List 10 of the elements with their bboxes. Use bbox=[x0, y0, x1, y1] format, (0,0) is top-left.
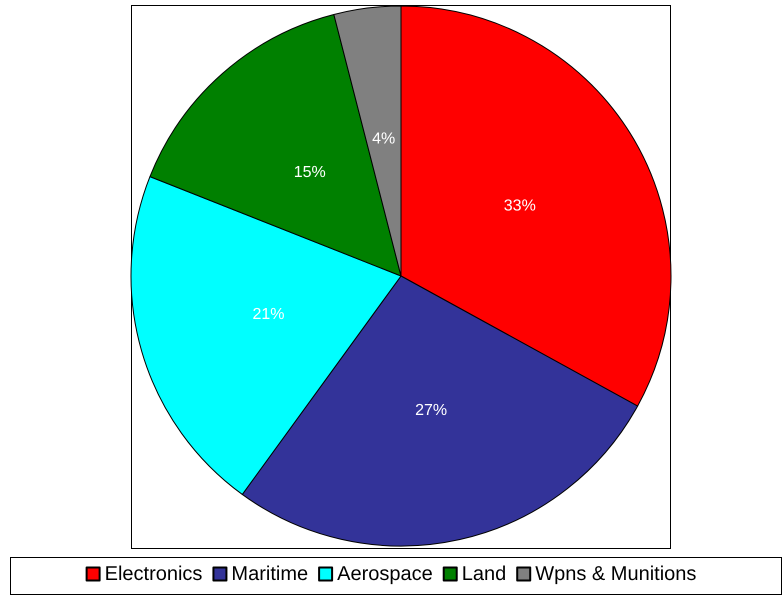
legend-label: Maritime bbox=[231, 563, 308, 585]
legend-label: Electronics bbox=[104, 563, 202, 585]
legend-label: Land bbox=[462, 563, 506, 585]
data-label: 4% bbox=[372, 130, 396, 148]
data-label: 27% bbox=[415, 402, 448, 420]
data-label: 21% bbox=[252, 306, 284, 323]
legend-label: Wpns & Munitions bbox=[535, 563, 696, 585]
data-label: 33% bbox=[504, 197, 536, 214]
legend-label: Aerospace bbox=[337, 563, 433, 585]
data-label: 15% bbox=[294, 164, 326, 181]
